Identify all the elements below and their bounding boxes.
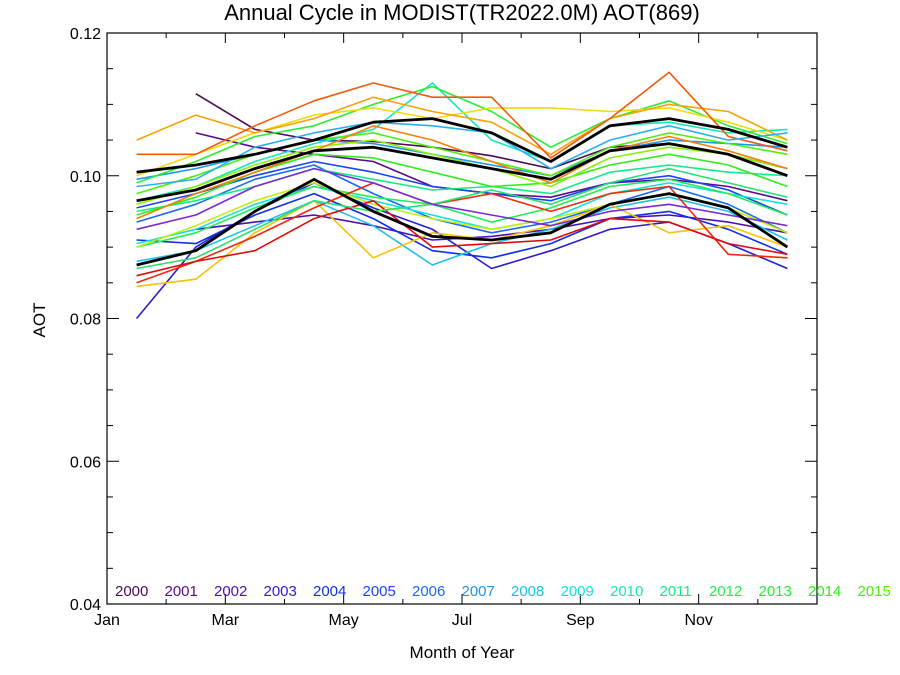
legend-label-2003: 2003 bbox=[264, 583, 297, 600]
x-tick-label: Mar bbox=[212, 612, 240, 629]
legend-label-2006: 2006 bbox=[412, 583, 445, 600]
series-line-3 bbox=[135, 182, 788, 320]
series-line-21 bbox=[136, 125, 788, 220]
legend: 2000 2001 2002 2003 2004 2005 2006 2007 2008 2009… bbox=[115, 583, 891, 600]
series-line-5 bbox=[136, 160, 788, 216]
y-tick-label: 0.08 bbox=[70, 312, 101, 329]
y-tick-label: 0.10 bbox=[70, 169, 101, 186]
legend-label-2014: 2014 bbox=[808, 583, 841, 600]
legend-label-2008: 2008 bbox=[511, 583, 544, 600]
series-line-10 bbox=[136, 82, 788, 202]
legend-label-2013: 2013 bbox=[759, 583, 792, 600]
x-tick-label: Sep bbox=[566, 612, 595, 629]
series-line-15 bbox=[136, 132, 788, 195]
legend-label-2004: 2004 bbox=[313, 583, 346, 600]
series-line-12 bbox=[136, 178, 788, 248]
legend-label-2015: 2015 bbox=[858, 583, 891, 600]
legend-label-2002: 2002 bbox=[214, 583, 247, 600]
mean-line-28 bbox=[136, 117, 788, 174]
series-line-27 bbox=[136, 167, 788, 231]
legend-label-2001: 2001 bbox=[165, 583, 198, 600]
series-line-8 bbox=[136, 196, 788, 266]
y-tick-label: 0.06 bbox=[70, 454, 101, 471]
x-tick-label: May bbox=[329, 612, 359, 629]
series-line-25 bbox=[136, 121, 788, 188]
series-line-24 bbox=[136, 199, 788, 277]
series-line-23 bbox=[136, 182, 788, 284]
series-line-22 bbox=[136, 71, 788, 159]
legend-label-2007: 2007 bbox=[462, 583, 495, 600]
x-axis-label: Month of Year bbox=[410, 643, 515, 662]
series-line-16 bbox=[136, 139, 788, 206]
legend-label-2010: 2010 bbox=[610, 583, 643, 600]
legend-label-2009: 2009 bbox=[561, 583, 594, 600]
axes: Jan Mar May Jul Sep Nov 0.04 0.06 0.08 0.10 0.12 bbox=[70, 26, 818, 629]
plot-area bbox=[135, 71, 789, 320]
x-tick-label: Nov bbox=[684, 612, 712, 629]
chart-title: Annual Cycle in MODIST(TR2022.0M) AOT(86… bbox=[224, 0, 700, 25]
y-axis-label: AOT bbox=[30, 303, 49, 338]
x-tick-label: Jul bbox=[452, 612, 472, 629]
mean-line-29 bbox=[136, 142, 788, 203]
series-line-18 bbox=[136, 107, 788, 177]
series-line-26 bbox=[136, 167, 788, 270]
legend-label-2000: 2000 bbox=[115, 583, 148, 600]
mean-line-30 bbox=[136, 177, 789, 267]
y-tick-label: 0.12 bbox=[70, 26, 101, 43]
series-line-2 bbox=[195, 214, 788, 241]
series-line-11 bbox=[136, 164, 788, 213]
series-line-13 bbox=[136, 85, 788, 184]
legend-label-2012: 2012 bbox=[709, 583, 742, 600]
legend-label-2005: 2005 bbox=[363, 583, 396, 600]
legend-label-2011: 2011 bbox=[660, 583, 692, 600]
series-line-6 bbox=[136, 164, 788, 234]
series-line-9 bbox=[136, 182, 788, 245]
x-tick-label: Jan bbox=[94, 612, 120, 629]
y-tick-label: 0.04 bbox=[70, 597, 101, 614]
